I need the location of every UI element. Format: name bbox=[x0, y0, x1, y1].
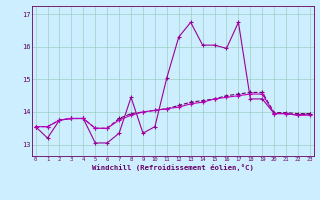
X-axis label: Windchill (Refroidissement éolien,°C): Windchill (Refroidissement éolien,°C) bbox=[92, 164, 254, 171]
